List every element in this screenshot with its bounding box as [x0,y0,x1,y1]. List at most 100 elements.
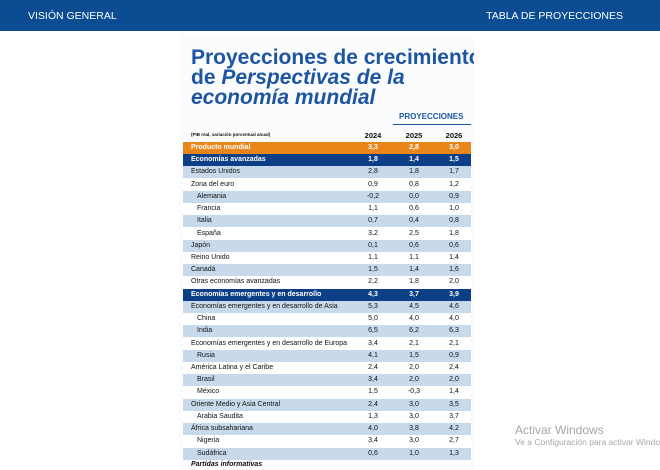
table-row: Economías avanzadas 1,8 1,4 1,5 [183,154,471,168]
table-row: China 5,0 4,0 4,0 [183,313,471,327]
table-row: Oriente Medio y Asia Central 2,4 3,0 3,5 [183,398,471,412]
row-value: 2,2 [368,278,378,286]
row-value: 1,1 [368,253,378,261]
title-line: de Perspectivas de la [191,67,405,88]
row-value: 2,7 [449,437,459,445]
row-value: 1,4 [449,253,459,261]
table-row: Economías emergentes y en desarrollo 4,3 3… [183,288,471,302]
row-value: 0,6 [368,449,378,457]
row-value: 4,3 [368,290,378,298]
table-row: Nigeria 3,4 3,0 2,7 [183,435,471,449]
row-value: 1,6 [449,266,459,274]
row-label: Canadá [191,266,216,274]
row-label: India [197,327,213,335]
row-value: -0,3 [407,388,421,396]
table-row: Italia 0,7 0,4 0,8 [183,215,471,229]
table-row: Otras economías avanzadas 2,2 1,8 2,0 [183,276,471,290]
row-value: 3,5 [449,400,459,408]
row-value: 5,3 [368,302,378,310]
row-value: 3,4 [368,376,378,384]
row-value: 0,9 [449,351,459,359]
row-label: México [197,388,220,396]
row-value: 3,7 [449,412,459,420]
row-label: Arabia Saudita [197,412,243,420]
row-label: Italia [197,217,212,225]
row-value: 1,4 [409,156,419,164]
row-value: 3,8 [409,425,419,433]
row-value: 1,0 [449,205,459,213]
row-value: 4,0 [449,315,459,323]
row-value: 0,9 [449,192,459,200]
table-row: Economías emergentes y en desarrollo de … [183,300,471,314]
title-text: Perspectivas de la [221,66,405,89]
table-row: Economías emergentes y en desarrollo de … [183,337,471,351]
nav-link[interactable]: TABLA DE PROYECCIONES [486,10,623,22]
row-value: 4,1 [368,351,378,359]
row-value: 1,1 [368,205,378,213]
row-value: 3,3 [368,144,378,151]
title-line: economía mundial [191,86,376,109]
row-label: España [197,229,221,237]
row-value: 4,0 [368,425,378,433]
row-value: 3,2 [368,229,378,237]
row-value: 0,8 [409,180,419,188]
row-label: Zona del euro [191,180,235,188]
row-value: 5,0 [368,315,378,323]
row-value: 1,7 [449,168,459,176]
row-label: China [197,315,216,323]
table-row: Arabia Saudita 1,3 3,0 3,7 [183,410,471,424]
row-value: 1,8 [409,168,419,176]
row-label: Economías emergentes y en desarrollo [191,290,322,298]
row-value: 2,0 [409,363,419,371]
title-text: de [191,66,222,89]
row-value: 1,8 [409,278,419,286]
table-row: Sudáfrica 0,6 1,0 1,3 [183,447,471,461]
row-label: Japón [191,241,211,249]
projections-card: Proyecciones de crecimiento de Perspecti… [179,35,474,470]
row-value: 4,5 [409,302,419,310]
row-value: 2,4 [368,363,378,371]
row-label: Estados Unidos [191,168,241,176]
top-nav: VISIÓN GENERAL TABLA DE PROYECCIONES [0,0,660,31]
table-row: Zona del euro 0,9 0,8 1,2 [183,178,471,192]
row-value: 1,5 [368,266,378,274]
row-value: 1,0 [409,449,419,457]
row-label: Producto mundial [191,144,251,151]
row-label: Economías emergentes y en desarrollo de … [191,302,338,310]
row-value: 1,8 [449,229,459,237]
table-row: Brasil 3,4 2,0 2,0 [183,374,471,388]
row-value: 2,1 [449,339,459,347]
table-row: Estados Unidos 2,8 1,8 1,7 [183,166,471,180]
row-label: Oriente Medio y Asia Central [191,400,281,408]
row-value: 2,4 [449,363,459,371]
row-value: 2,4 [368,400,378,408]
row-value: 3,0 [449,144,459,151]
row-value: 3,0 [409,400,419,408]
table-row: América Latina y el Caribe 2,4 2,0 2,4 [183,361,471,375]
header-note: (PIB real, variación porcentual anual) [191,132,271,137]
row-value: 2,0 [449,278,459,286]
row-value: 4,2 [449,425,459,433]
row-value: 1,5 [368,388,378,396]
row-value: 3,0 [409,412,419,420]
table-row: Japón 0,1 0,6 0,6 [183,239,471,253]
row-value: 3,7 [409,290,419,298]
nav-link[interactable]: VISIÓN GENERAL [28,10,117,22]
row-value: 2,1 [409,339,419,347]
table-row: Alemania -0,2 0,0 0,9 [183,190,471,204]
row-value: 1,2 [449,180,459,188]
row-value: 1,4 [409,266,419,274]
row-label: Brasil [197,376,215,384]
row-label: Reino Unido [191,253,230,261]
row-value: 0,9 [368,180,378,188]
row-value: 0,6 [409,241,419,249]
column-header: 2025 [405,131,423,140]
row-label: Otras economías avanzadas [191,278,281,286]
row-label: Sudáfrica [197,449,227,457]
row-value: 3,0 [409,437,419,445]
watermark-subtitle: Ve a Configuración para activar Windows [515,437,660,447]
row-value: 0,0 [409,192,419,200]
table-row: México 1,5 -0,3 1,4 [183,386,471,400]
table-row: Reino Unido 1,1 1,1 1,4 [183,251,471,265]
